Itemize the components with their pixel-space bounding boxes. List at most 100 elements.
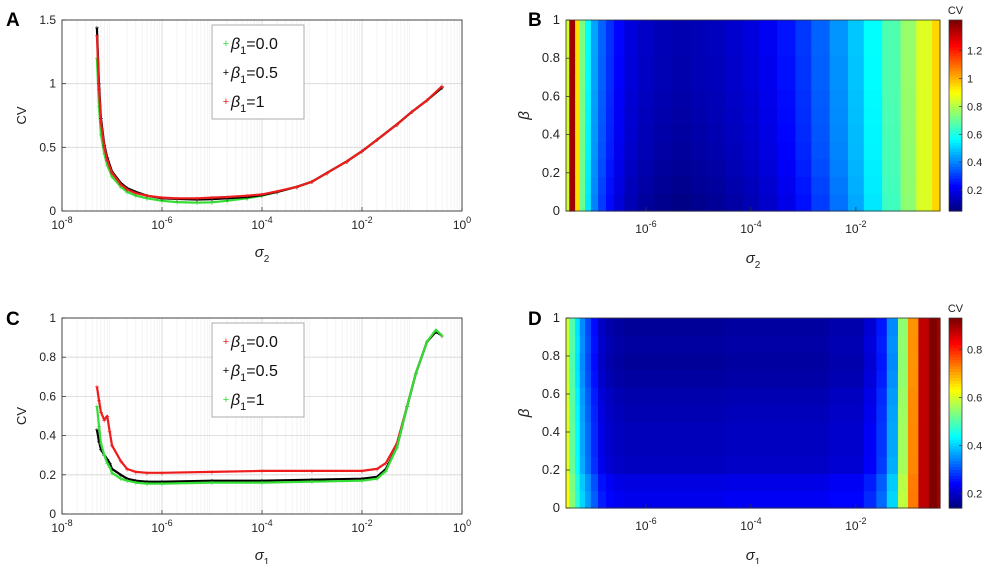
heatmap-cell [758,72,778,91]
heatmap-cell [777,106,797,125]
colorbar-segment [949,350,962,355]
axes-frame [565,19,941,212]
heatmap-cell [897,456,909,475]
heatmap-cell [932,106,941,125]
heatmap-cell [575,106,581,125]
heatmap-cell [566,158,570,177]
legend-beta: β [230,334,240,351]
x-axis-label-symbol: σ [746,547,756,564]
heatmap-cell [579,20,586,38]
heatmap-cell [900,72,917,91]
legend-beta: β [230,65,240,82]
heatmap-cell [566,438,570,457]
data-point-marker: + [260,190,265,199]
colorbar-segment [949,451,962,456]
heatmap-cell [690,106,707,125]
heatmap-cell [653,20,673,38]
heatmap-cell [795,89,812,108]
heatmap-cell [918,404,930,423]
heatmap-cell [638,421,673,440]
heatmap-cell [566,318,570,336]
colorbar-segment [949,469,962,473]
colorbar-segment [949,407,962,411]
colorbar-segment [949,199,962,203]
colorbar-segment [949,208,962,212]
data-point-marker: + [395,443,400,452]
heatmap-cell [585,141,592,160]
y-tick-label: 0.4 [39,429,56,443]
heatmap-cell [569,141,576,160]
heatmap-cell [724,421,778,440]
x-axis-label-symbol: σ [746,250,756,267]
x-tick-label-exponent: 0 [466,518,471,528]
heatmap-cell [690,193,707,212]
x-tick-label-exponent: -2 [859,219,867,229]
y-axis-label: CV [14,106,29,124]
data-point-marker: + [260,479,265,488]
data-point-marker: + [134,468,139,477]
colorbar-segment [949,157,962,161]
heatmap-cell [598,37,607,56]
heatmap-cell [585,438,592,457]
heatmap-cell [585,369,592,388]
data-point-marker: + [325,169,330,178]
heatmap-cell [706,176,726,195]
colorbar-segment [949,463,962,468]
heatmap-cell [605,335,615,354]
heatmap-cell [724,369,778,388]
heatmap-cell [928,438,938,457]
y-tick-label: 1.5 [39,13,56,27]
heatmap-cell [590,158,599,177]
data-point-marker: + [105,161,110,170]
data-point-marker: + [134,479,139,488]
heatmap-cell [613,124,625,143]
legend-subscript: 1 [240,401,246,413]
heatmap-cell [690,54,707,73]
x-axis-label-subscript: 2 [755,260,761,271]
y-axis-label: β [516,408,533,418]
heatmap-cell [638,193,655,212]
heatmap-cell [579,387,586,405]
data-point-marker: + [99,408,104,417]
heatmap-cell [758,106,778,125]
data-point-marker: + [145,192,150,201]
heatmap-cell [758,37,778,56]
colorbar-segment [949,377,962,381]
data-point-marker: + [434,328,439,337]
y-tick-label: 1 [553,12,560,27]
heatmap-cell [777,20,797,38]
heatmap-cell [566,20,570,38]
y-axis-label: CV [14,407,29,425]
series-2: ++++++++ + + + + + + + + + + ++++++++++ [95,31,445,203]
heatmap-cell [724,318,778,336]
x-tick-label: 10-4 [740,516,761,533]
legend-entry: β1=1 [230,392,265,413]
heatmap-cell [653,141,673,160]
heatmap-cell [624,352,639,371]
heatmap-cell [829,72,849,91]
x-axis-label-symbol: σ [255,547,265,564]
data-point-marker: + [260,192,265,201]
heatmap-cell [613,421,625,440]
y-tick-label: 0 [553,203,560,218]
colorbar-segment [949,356,962,361]
heatmap-cell [907,456,919,475]
heatmap-cell [672,421,726,440]
data-point-marker: + [145,480,150,489]
heatmap-cell [598,141,607,160]
colorbar-segment [949,55,962,60]
legend-box [211,322,305,418]
x-tick-label-base: 10 [251,218,265,232]
heatmap-cell [811,72,831,91]
heatmap-cell [706,20,726,38]
heatmap-cell [566,421,570,440]
heatmap-cell [566,124,570,143]
data-point-marker: + [107,463,112,472]
heatmap-cell [672,369,726,388]
colorbar-frame [948,317,963,509]
heatmap-cell [598,124,607,143]
heatmap-cell [936,352,941,371]
data-point-marker: + [110,465,115,474]
heatmap-cell [900,54,917,73]
heatmap-cell [829,106,849,125]
